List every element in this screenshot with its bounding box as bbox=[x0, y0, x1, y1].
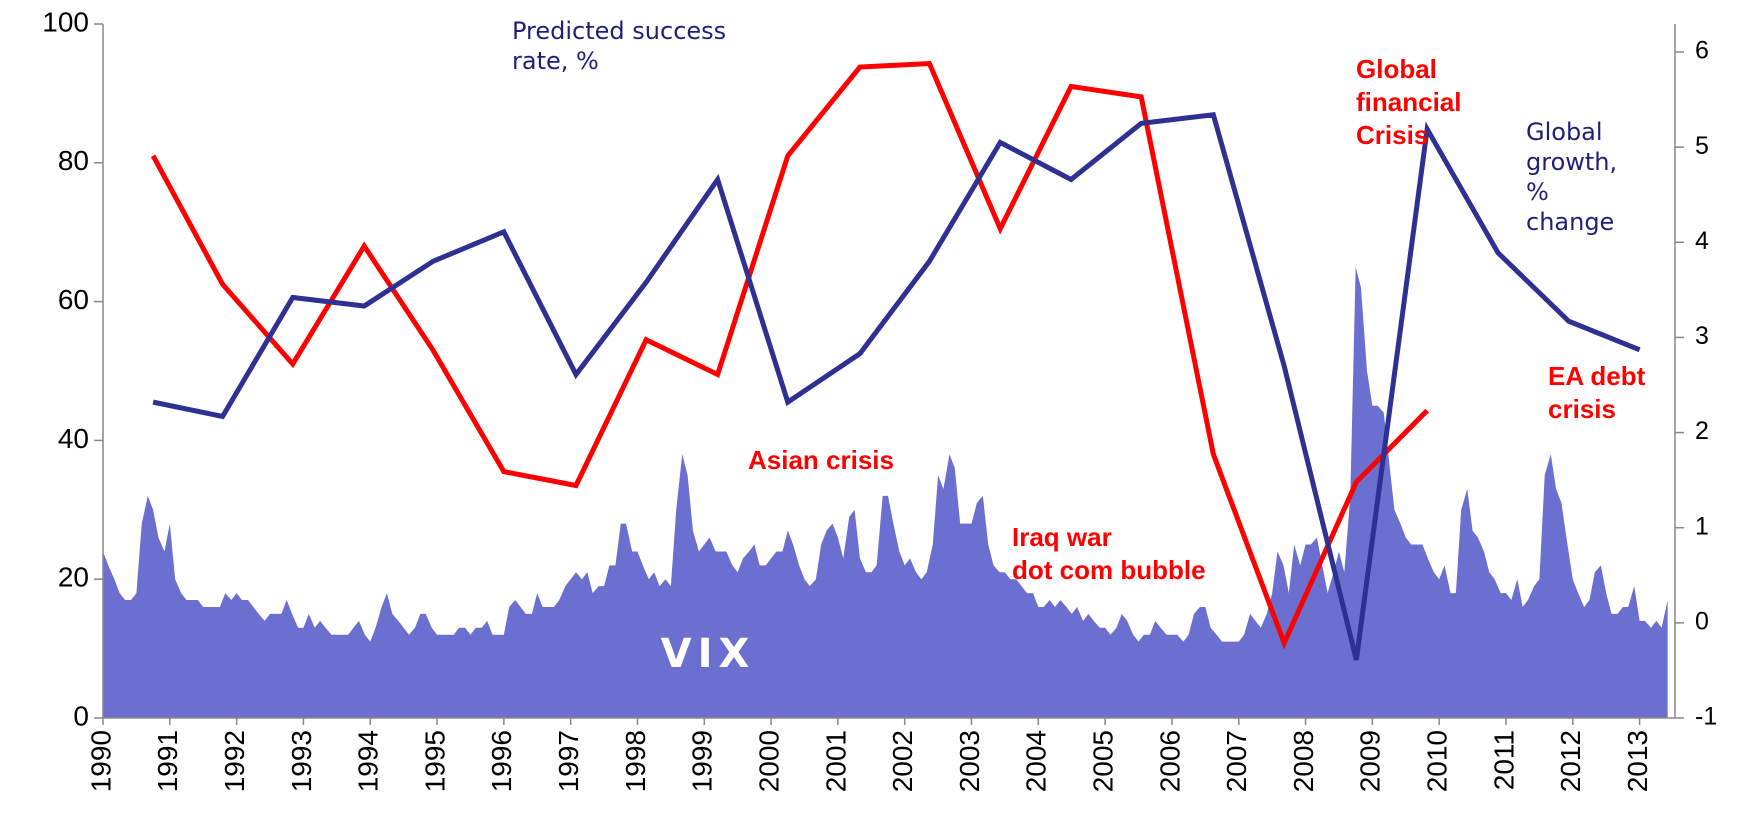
x-tick-label: 2004 bbox=[1021, 730, 1052, 792]
x-tick-label: 2003 bbox=[954, 730, 985, 792]
x-tick-label: 2012 bbox=[1555, 730, 1586, 792]
x-tick-label: 1992 bbox=[219, 730, 250, 792]
vix-label: VIX bbox=[661, 631, 756, 677]
annotation-line: financial bbox=[1356, 87, 1462, 117]
series-label: Predicted success rate, % bbox=[512, 17, 727, 75]
x-tick-label: 1997 bbox=[553, 730, 584, 792]
x-tick-label: 1998 bbox=[620, 730, 651, 792]
x-tick-label: 2009 bbox=[1355, 730, 1386, 792]
y-tick-label: 20 bbox=[58, 562, 89, 593]
annotation: EA debt crisis bbox=[1548, 360, 1645, 426]
y2-tick-label: -1 bbox=[1695, 703, 1717, 731]
annotation-line: crisis bbox=[1548, 394, 1616, 424]
x-tick-label: 2007 bbox=[1221, 730, 1252, 792]
y2-tick-label: 3 bbox=[1695, 322, 1709, 350]
annotation: Iraq war dot com bubble bbox=[1012, 521, 1206, 587]
x-tick-label: 1995 bbox=[419, 730, 450, 792]
annotation-line: Asian crisis bbox=[748, 445, 894, 475]
y-tick-label: 80 bbox=[58, 145, 89, 176]
x-tick-label: 2010 bbox=[1422, 730, 1453, 792]
y2-tick-label: 6 bbox=[1695, 37, 1709, 65]
x-tick-label: 2008 bbox=[1288, 730, 1319, 792]
y2-tick-label: 1 bbox=[1695, 512, 1709, 540]
annotation-line: Iraq war bbox=[1012, 522, 1112, 552]
x-tick-label: 2002 bbox=[887, 730, 918, 792]
annotation-line: dot com bubble bbox=[1012, 555, 1206, 585]
x-tick-label: 1990 bbox=[85, 730, 116, 792]
x-tick-label: 1994 bbox=[353, 730, 384, 792]
y-tick-label: 0 bbox=[73, 700, 89, 731]
x-tick-label: 1993 bbox=[286, 730, 317, 792]
x-tick-label: 2011 bbox=[1488, 730, 1519, 790]
x-tick-label: 2000 bbox=[753, 730, 784, 792]
x-tick-label: 2005 bbox=[1088, 730, 1119, 792]
annotation-line: Crisis bbox=[1356, 120, 1429, 150]
x-tick-label: 1999 bbox=[687, 730, 718, 792]
annotation: Asian crisis bbox=[748, 444, 894, 477]
y2-tick-label: 5 bbox=[1695, 132, 1709, 160]
series-line bbox=[152, 112, 1641, 661]
series-line bbox=[150, 60, 1429, 650]
y-tick-label: 40 bbox=[58, 423, 89, 454]
x-tick-label: 2013 bbox=[1622, 730, 1653, 792]
y-tick-label: 100 bbox=[42, 6, 89, 37]
x-tick-label: 1996 bbox=[486, 730, 517, 792]
y-tick-label: 60 bbox=[58, 284, 89, 315]
annotation-line: EA debt bbox=[1548, 361, 1646, 391]
y2-tick-label: 2 bbox=[1695, 417, 1709, 445]
series-label: Global growth, % change bbox=[1526, 118, 1618, 236]
y2-tick-label: 4 bbox=[1695, 227, 1709, 255]
annotation-line: Global bbox=[1356, 54, 1437, 84]
vix-area bbox=[103, 266, 1668, 718]
y2-tick-label: 0 bbox=[1695, 607, 1709, 635]
x-tick-label: 2001 bbox=[820, 730, 851, 792]
x-tick-label: 2006 bbox=[1154, 730, 1185, 792]
x-tick-label: 1991 bbox=[152, 730, 183, 792]
annotation: Global financial Crisis bbox=[1356, 53, 1461, 152]
